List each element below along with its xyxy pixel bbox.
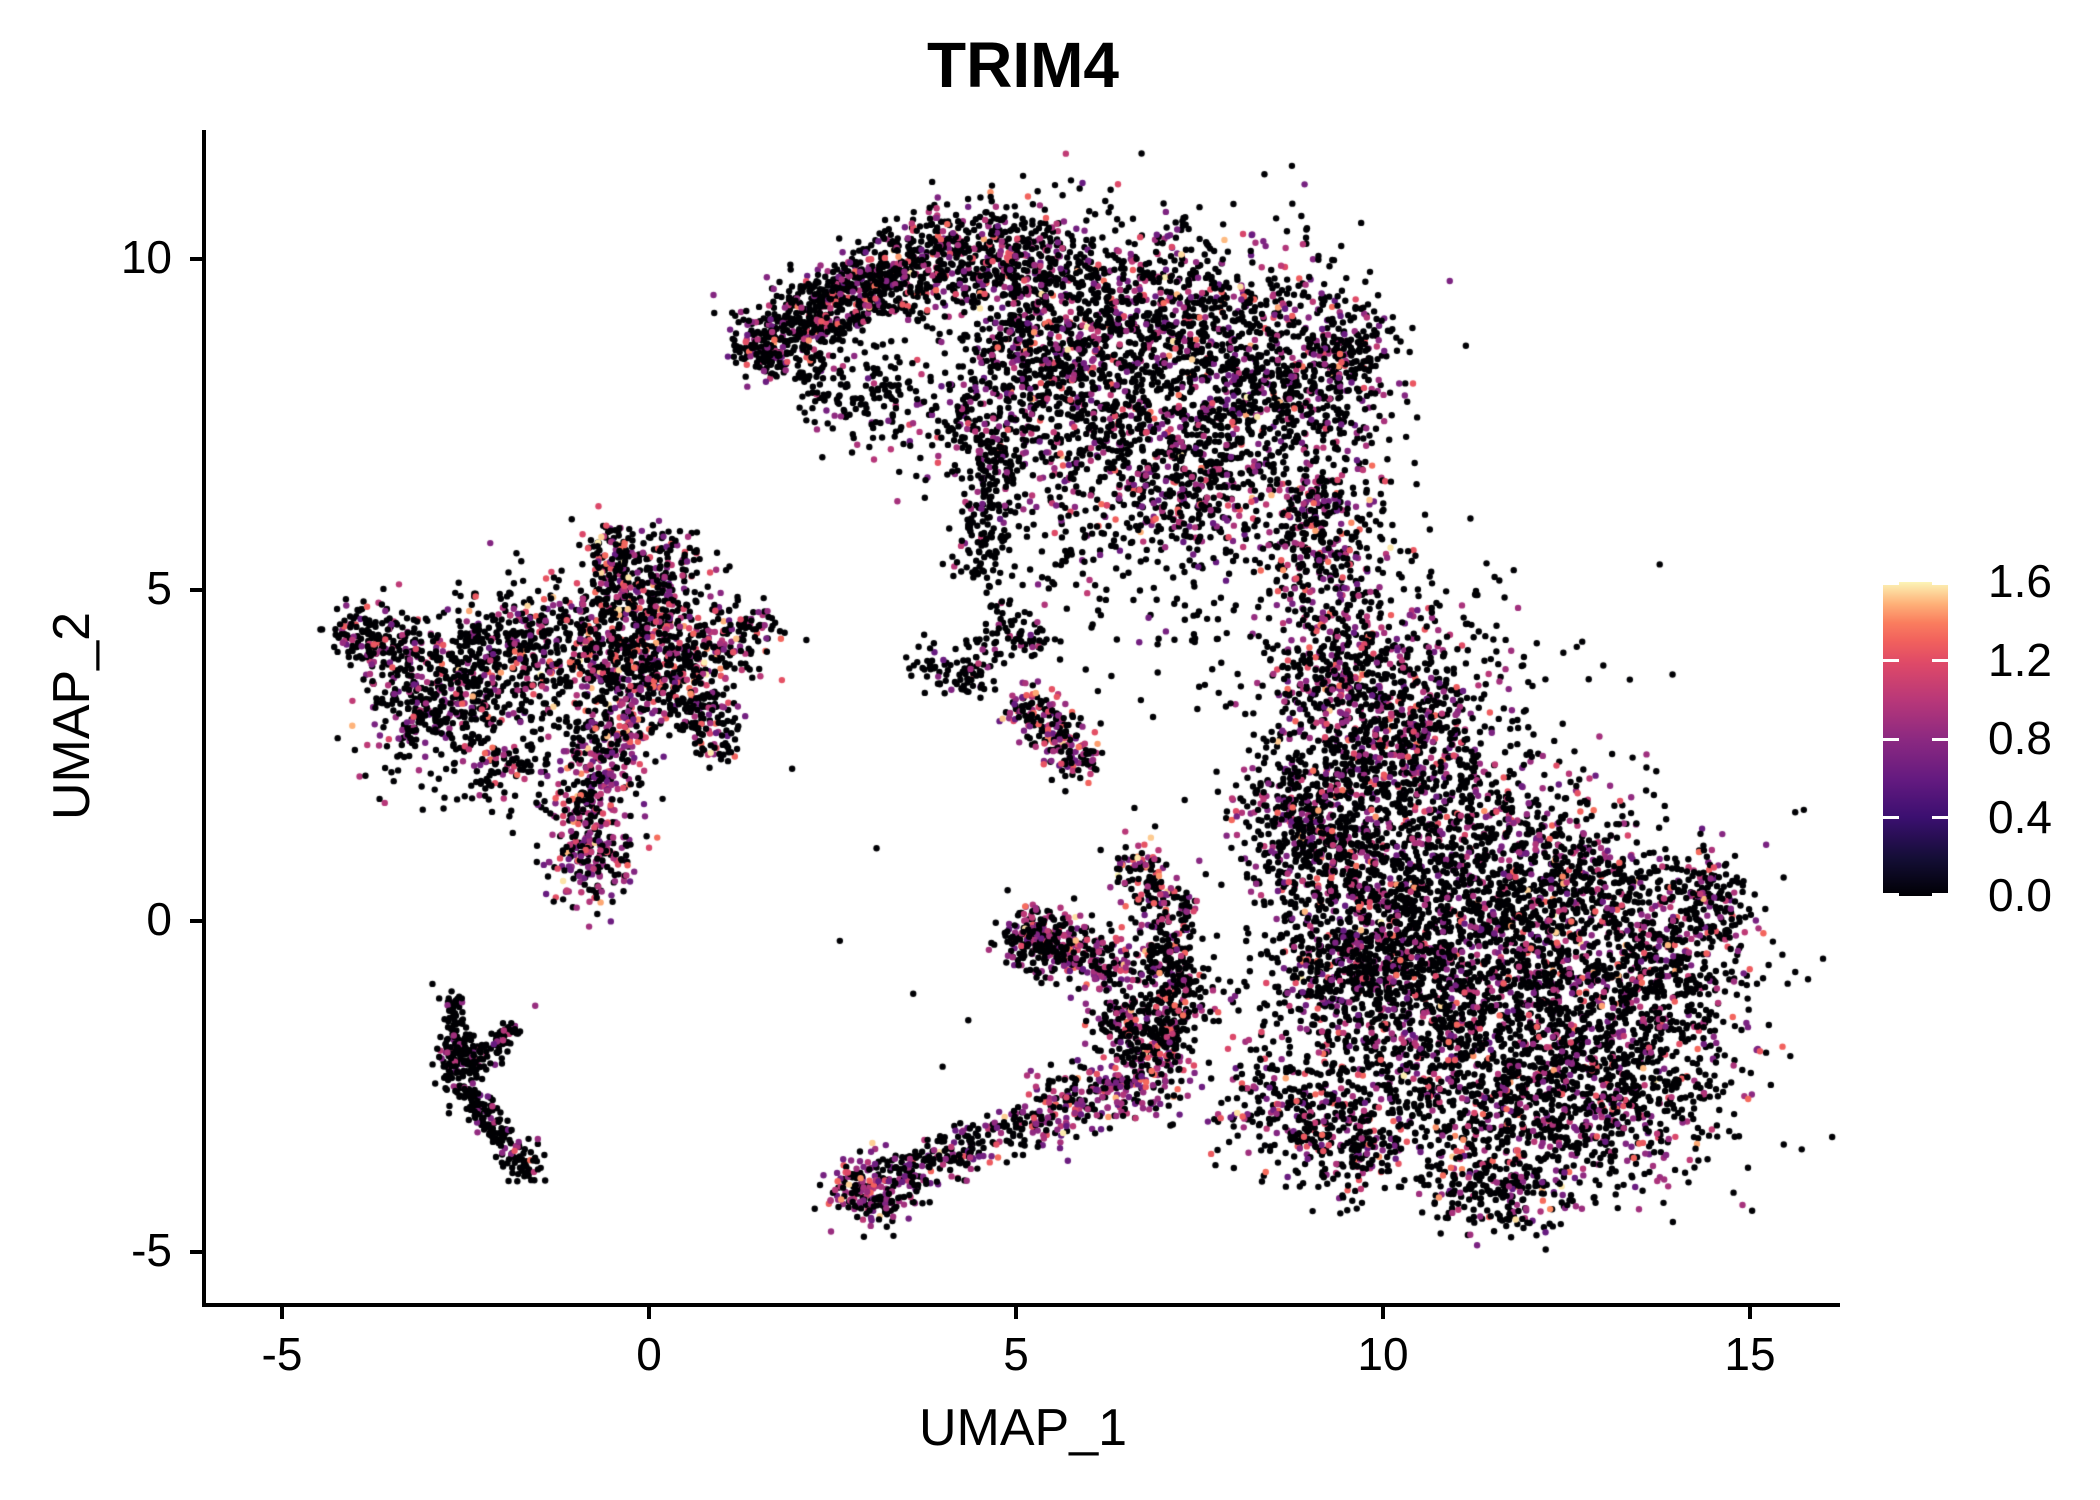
y-tick-mark [190,919,202,923]
colorbar-tick-dash [1932,816,1948,819]
x-tick-label: 15 [1724,1328,1776,1380]
colorbar-tick-dash [1932,893,1948,896]
y-tick-mark [190,257,202,261]
y-tick-mark [190,1250,202,1254]
x-axis-title: UMAP_1 [918,1399,1128,1457]
colorbar-tick-label: 1.2 [1988,633,2052,686]
plot-title: TRIM4 [927,29,1119,101]
y-axis-title: UMAP_2 [43,611,101,821]
colorbar-tick-dash [1883,659,1899,662]
colorbar-tick-label: 1.6 [1988,554,2052,607]
x-axis-line [202,1303,1840,1307]
colorbar-tick-dash [1883,582,1899,585]
y-tick-label: 0 [146,892,172,945]
y-tick-label: 5 [146,561,172,614]
colorbar-tick-dash [1883,737,1899,741]
y-tick-label: 10 [120,230,172,283]
x-tick-label: -5 [261,1328,303,1380]
colorbar-tick-dash [1932,582,1948,585]
x-tick-label: 0 [636,1328,662,1380]
x-tick-label: 10 [1357,1328,1409,1380]
x-tick-mark [1014,1307,1018,1319]
colorbar-tick-dash [1932,737,1948,741]
x-tick-mark [647,1307,651,1319]
colorbar-tick-dash [1883,893,1899,896]
y-tick-label: -5 [131,1223,172,1276]
x-tick-mark [280,1307,284,1319]
colorbar-tick-label: 0.0 [1988,868,2052,921]
y-axis-line [202,130,206,1307]
colorbar-tick-label: 0.8 [1988,711,2052,764]
y-tick-mark [190,588,202,592]
x-tick-mark [1748,1307,1752,1319]
colorbar-tick-dash [1883,816,1899,819]
x-tick-label: 5 [1003,1328,1029,1380]
colorbar-tick-label: 0.4 [1988,790,2052,843]
colorbar-tick-dash [1932,659,1948,662]
x-tick-mark [1381,1307,1385,1319]
